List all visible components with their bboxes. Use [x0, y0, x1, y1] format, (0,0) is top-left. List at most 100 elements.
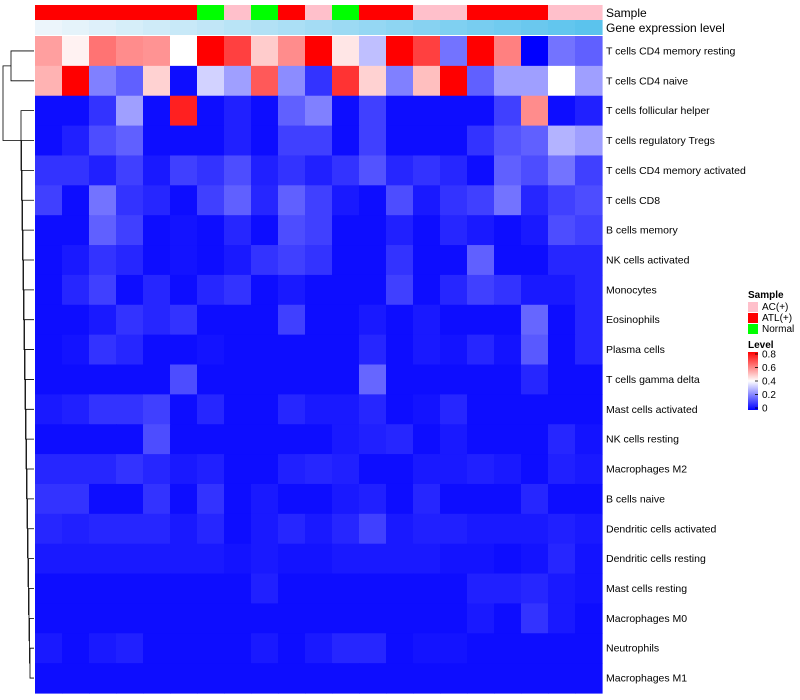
sample-legend-title: Sample — [748, 290, 784, 301]
heatmap-cell — [440, 125, 468, 157]
heatmap-cell — [521, 245, 549, 276]
heatmap-cell — [35, 394, 63, 425]
heatmap-cell — [413, 185, 441, 216]
sample-legend-swatch — [748, 313, 758, 323]
sample-annotation-cell — [251, 5, 279, 20]
heatmap-cell — [386, 663, 414, 694]
heatmap-cell — [35, 274, 63, 306]
heatmap-cell — [548, 65, 576, 97]
heatmap-cell — [386, 185, 414, 216]
heatmap-cell — [575, 603, 603, 634]
heatmap-cell — [494, 185, 522, 216]
heatmap-cell — [170, 185, 198, 216]
heatmap-cell — [197, 36, 225, 67]
heatmap-cell — [251, 65, 279, 97]
heatmap-cell — [332, 125, 360, 157]
gene-expression-annotation-cell — [278, 20, 306, 35]
heatmap-cell — [359, 304, 387, 336]
row-label: T cells CD8 — [606, 195, 660, 207]
sample-annotation-cell — [440, 5, 468, 20]
heatmap-cell — [305, 95, 333, 127]
heatmap-cell — [224, 155, 252, 186]
heatmap-cell — [548, 513, 576, 545]
heatmap-cell — [440, 36, 468, 67]
heatmap-cell — [35, 215, 63, 246]
heatmap-cell — [521, 424, 549, 455]
heatmap-cell — [62, 155, 90, 186]
heatmap-cell — [197, 125, 225, 157]
row-label: Macrophages M1 — [606, 673, 687, 685]
gene-expression-annotation-cell — [62, 20, 90, 35]
heatmap-cell — [575, 36, 603, 67]
heatmap-cell — [224, 573, 252, 605]
row-dendrogram — [2, 50, 34, 679]
heatmap-cell — [494, 394, 522, 425]
sample-annotation-cell — [548, 5, 576, 20]
heatmap-cell — [305, 513, 333, 545]
heatmap-cell — [116, 633, 144, 664]
heatmap-cell — [413, 603, 441, 634]
heatmap-cell — [197, 543, 225, 575]
heatmap-cell — [305, 155, 333, 186]
heatmap-cell — [521, 603, 549, 634]
heatmap-cell — [35, 364, 63, 395]
heatmap-cell — [575, 513, 603, 545]
gene-expression-annotation-cell — [440, 20, 468, 35]
heatmap-cell — [332, 155, 360, 186]
heatmap-cell — [305, 483, 333, 515]
heatmap-cell — [359, 633, 387, 664]
heatmap-cell — [575, 543, 603, 575]
row-label: T cells gamma delta — [606, 374, 700, 386]
heatmap-cell — [548, 95, 576, 127]
heatmap-cell — [575, 483, 603, 515]
row-label: T cells follicular helper — [606, 105, 710, 117]
heatmap-cell — [467, 424, 495, 455]
heatmap-cell — [413, 633, 441, 664]
gene-expression-annotation-cell — [89, 20, 117, 35]
heatmap-cell — [386, 364, 414, 395]
row-label: T cells CD4 memory activated — [606, 165, 746, 177]
heatmap-cell — [116, 215, 144, 246]
heatmap-cell — [548, 663, 576, 694]
heatmap-cell — [224, 394, 252, 425]
heatmap-cell — [521, 513, 549, 545]
heatmap-cell — [575, 185, 603, 216]
heatmap-cell — [359, 573, 387, 605]
heatmap-cell — [116, 663, 144, 694]
heatmap-cell — [89, 394, 117, 425]
heatmap-cell — [467, 36, 495, 67]
heatmap-cell — [251, 483, 279, 515]
gene-expression-annotation-cell — [548, 20, 576, 35]
heatmap-cell — [359, 543, 387, 575]
dendrogram-branch — [10, 50, 34, 82]
heatmap-cell — [440, 185, 468, 216]
heatmap-cell — [332, 543, 360, 575]
heatmap-cell — [251, 36, 279, 67]
heatmap-cell — [62, 394, 90, 425]
heatmap-cell — [548, 125, 576, 157]
row-label: Eosinophils — [606, 314, 660, 326]
heatmap-cell — [224, 663, 252, 694]
heatmap-cell — [35, 245, 63, 276]
heatmap-cell — [35, 185, 63, 216]
heatmap-cell — [575, 394, 603, 425]
heatmap-cell — [467, 603, 495, 634]
heatmap-cell — [440, 155, 468, 186]
heatmap-cell — [197, 95, 225, 127]
heatmap-cell — [440, 483, 468, 515]
sample-annotation-cell — [143, 5, 171, 20]
heatmap-cell — [494, 125, 522, 157]
heatmap-cell — [197, 215, 225, 246]
heatmap-cell — [413, 95, 441, 127]
row-label: Macrophages M0 — [606, 613, 687, 625]
heatmap-cell — [170, 543, 198, 575]
heatmap-cell — [62, 125, 90, 157]
heatmap-cell — [62, 65, 90, 97]
heatmap-cell — [386, 65, 414, 97]
heatmap-cell — [197, 155, 225, 186]
gene-expression-annotation-cell — [251, 20, 279, 35]
heatmap-cell — [143, 663, 171, 694]
heatmap-cell — [251, 543, 279, 575]
heatmap-cell — [224, 334, 252, 366]
heatmap-cell — [521, 633, 549, 664]
